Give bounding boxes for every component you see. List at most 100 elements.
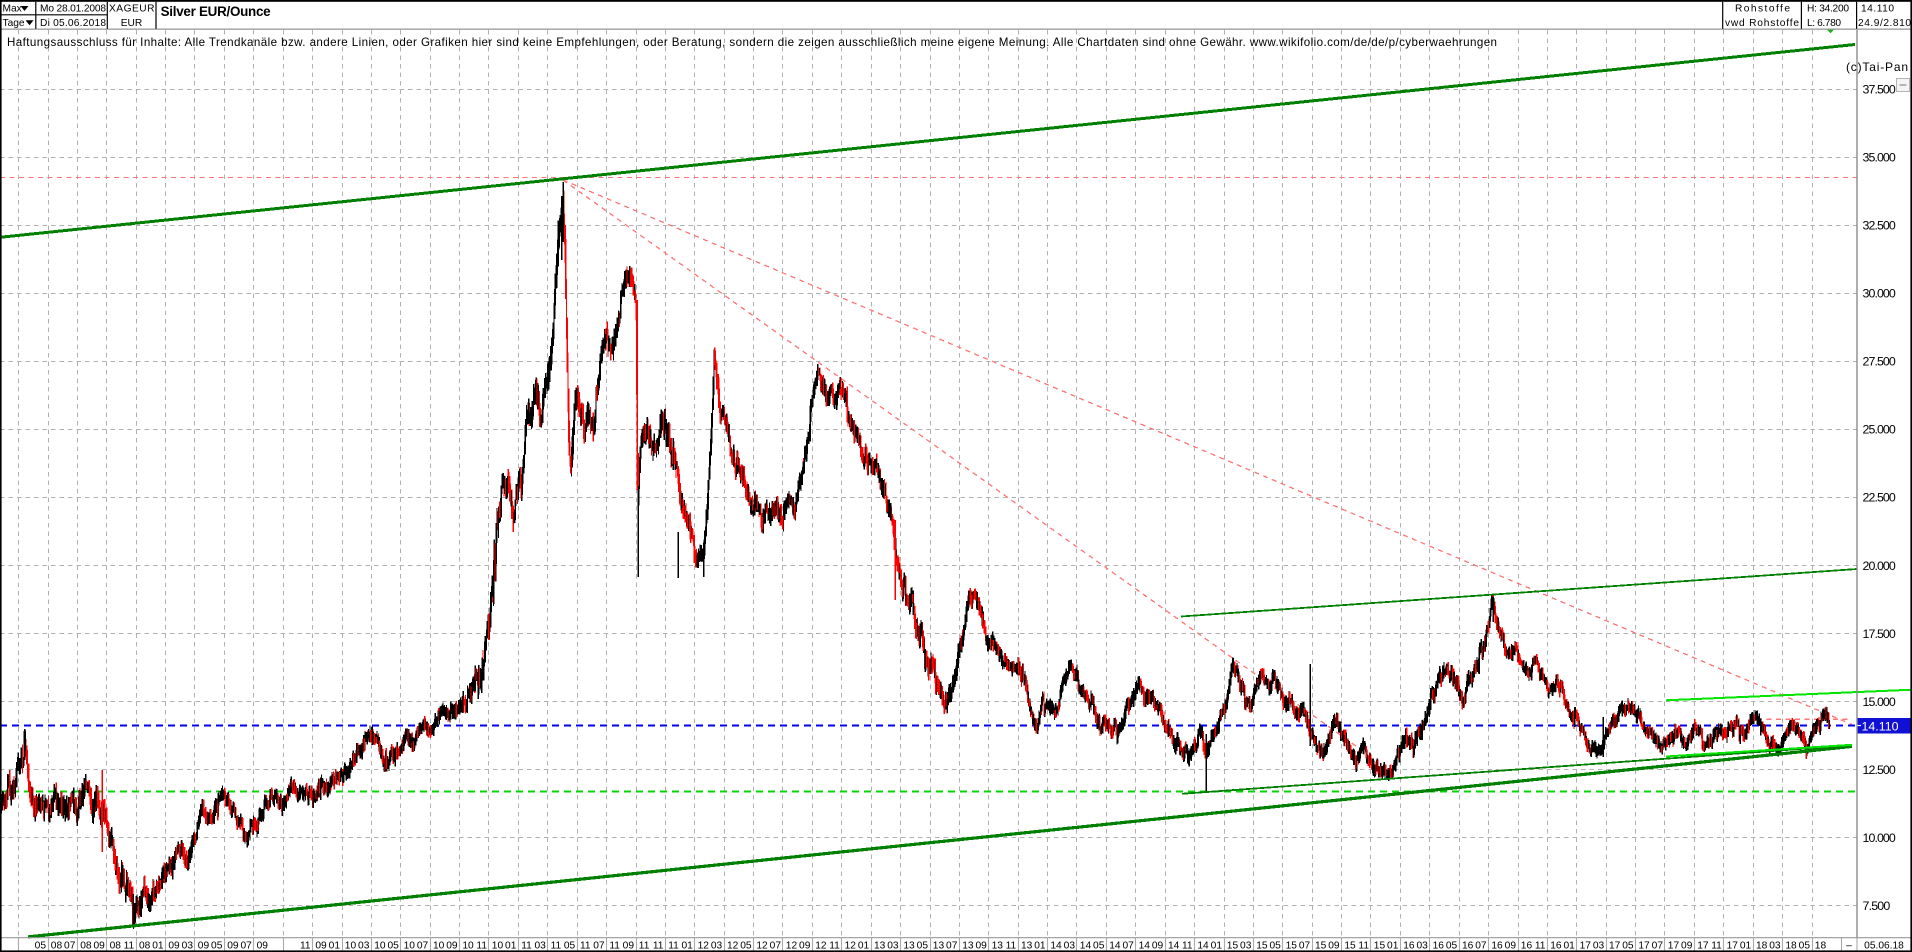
svg-text:03: 03 xyxy=(182,940,194,951)
svg-text:01: 01 xyxy=(1563,940,1575,951)
svg-text:Di 05.06.2018: Di 05.06.2018 xyxy=(40,18,106,29)
svg-text:11: 11 xyxy=(609,940,620,951)
svg-text:Silver EUR/Ounce: Silver EUR/Ounce xyxy=(161,4,271,19)
svg-text:05: 05 xyxy=(35,940,47,951)
svg-text:14: 14 xyxy=(1139,940,1151,951)
svg-text:03: 03 xyxy=(534,940,546,951)
svg-text:07: 07 xyxy=(1122,940,1134,951)
svg-text:17.500: 17.500 xyxy=(1863,627,1896,641)
svg-text:Tage: Tage xyxy=(3,18,25,29)
svg-text:16: 16 xyxy=(1550,940,1562,951)
svg-text:09: 09 xyxy=(799,940,811,951)
svg-text:14: 14 xyxy=(1168,940,1180,951)
svg-text:01: 01 xyxy=(1740,940,1752,951)
svg-text:11: 11 xyxy=(300,940,311,951)
svg-text:05: 05 xyxy=(387,940,399,951)
svg-text:10: 10 xyxy=(345,940,357,951)
svg-text:05: 05 xyxy=(211,940,223,951)
svg-text:09: 09 xyxy=(623,940,635,951)
svg-text:17: 17 xyxy=(1638,940,1650,951)
svg-text:12: 12 xyxy=(698,940,710,951)
svg-text:09: 09 xyxy=(315,940,327,951)
svg-text:16: 16 xyxy=(1521,940,1533,951)
svg-text:10: 10 xyxy=(462,940,474,951)
svg-text:01: 01 xyxy=(1211,940,1223,951)
svg-text:17: 17 xyxy=(1609,940,1621,951)
svg-text:15: 15 xyxy=(1227,940,1239,951)
svg-text:11: 11 xyxy=(1006,940,1017,951)
svg-text:15: 15 xyxy=(1344,940,1356,951)
svg-text:Rohstoffe: Rohstoffe xyxy=(1735,4,1790,15)
svg-text:Max: Max xyxy=(3,4,22,15)
svg-text:09: 09 xyxy=(1328,940,1340,951)
svg-text:15: 15 xyxy=(1286,940,1298,951)
svg-text:17: 17 xyxy=(1727,940,1739,951)
svg-text:03: 03 xyxy=(1416,940,1428,951)
svg-text:32.500: 32.500 xyxy=(1863,219,1896,233)
svg-text:25.000: 25.000 xyxy=(1863,423,1896,437)
svg-text:12.500: 12.500 xyxy=(1863,763,1896,777)
svg-text:18: 18 xyxy=(1756,940,1768,951)
svg-text:09: 09 xyxy=(1505,940,1517,951)
svg-text:07: 07 xyxy=(770,940,782,951)
svg-text:12: 12 xyxy=(845,940,857,951)
svg-text:vwd Rohstoffe: vwd Rohstoffe xyxy=(1725,18,1799,29)
svg-text:12: 12 xyxy=(727,940,739,951)
svg-text:10: 10 xyxy=(374,940,386,951)
svg-text:14.110: 14.110 xyxy=(1862,720,1899,734)
svg-text:11: 11 xyxy=(476,940,487,951)
svg-text:05: 05 xyxy=(1269,940,1281,951)
svg-text:13: 13 xyxy=(903,940,915,951)
svg-text:10.000: 10.000 xyxy=(1863,831,1896,845)
svg-text:09: 09 xyxy=(1152,940,1164,951)
svg-text:14: 14 xyxy=(1197,940,1209,951)
svg-text:05: 05 xyxy=(1446,940,1458,951)
svg-text:15: 15 xyxy=(1315,940,1327,951)
svg-text:11: 11 xyxy=(668,940,679,951)
svg-text:01: 01 xyxy=(1387,940,1399,951)
svg-text:08: 08 xyxy=(139,940,151,951)
svg-text:30.000: 30.000 xyxy=(1863,287,1896,301)
svg-text:–: – xyxy=(1846,940,1852,951)
svg-text:24.9/2.810: 24.9/2.810 xyxy=(1858,18,1911,29)
svg-text:Mo 28.01.2008: Mo 28.01.2008 xyxy=(40,4,106,15)
svg-text:07: 07 xyxy=(64,940,76,951)
svg-text:11: 11 xyxy=(1358,940,1369,951)
svg-text:05.06.18: 05.06.18 xyxy=(1864,941,1904,952)
svg-text:05: 05 xyxy=(1093,940,1105,951)
svg-text:16: 16 xyxy=(1462,940,1474,951)
svg-text:12: 12 xyxy=(786,940,798,951)
svg-text:11: 11 xyxy=(829,940,840,951)
svg-text:27.500: 27.500 xyxy=(1863,355,1896,369)
svg-text:11: 11 xyxy=(124,940,135,951)
svg-text:16: 16 xyxy=(1491,940,1503,951)
svg-text:12: 12 xyxy=(756,940,768,951)
svg-text:08: 08 xyxy=(110,940,122,951)
svg-text:14: 14 xyxy=(1050,940,1062,951)
svg-text:13: 13 xyxy=(933,940,945,951)
svg-text:11: 11 xyxy=(639,940,650,951)
svg-text:22.500: 22.500 xyxy=(1863,491,1896,505)
svg-text:11: 11 xyxy=(1535,940,1546,951)
svg-text:09: 09 xyxy=(168,940,180,951)
svg-text:18: 18 xyxy=(1785,940,1797,951)
svg-text:13: 13 xyxy=(874,940,886,951)
svg-text:14.110: 14.110 xyxy=(1861,4,1894,15)
svg-text:03: 03 xyxy=(887,940,899,951)
svg-text:03: 03 xyxy=(1240,940,1252,951)
svg-text:35.000: 35.000 xyxy=(1863,151,1896,165)
svg-text:03: 03 xyxy=(1769,940,1781,951)
svg-text:18: 18 xyxy=(1815,940,1827,951)
svg-text:09: 09 xyxy=(198,940,210,951)
svg-text:13: 13 xyxy=(992,940,1004,951)
svg-text:03: 03 xyxy=(1593,940,1605,951)
svg-text:05: 05 xyxy=(1799,940,1811,951)
svg-text:09: 09 xyxy=(446,940,458,951)
svg-text:13: 13 xyxy=(1021,940,1033,951)
svg-text:11: 11 xyxy=(580,940,591,951)
svg-text:15: 15 xyxy=(1256,940,1268,951)
svg-text:(c)Tai-Pan: (c)Tai-Pan xyxy=(1846,60,1908,74)
svg-text:16: 16 xyxy=(1403,940,1415,951)
svg-text:03: 03 xyxy=(358,940,370,951)
svg-text:XAGEUR: XAGEUR xyxy=(109,4,155,15)
